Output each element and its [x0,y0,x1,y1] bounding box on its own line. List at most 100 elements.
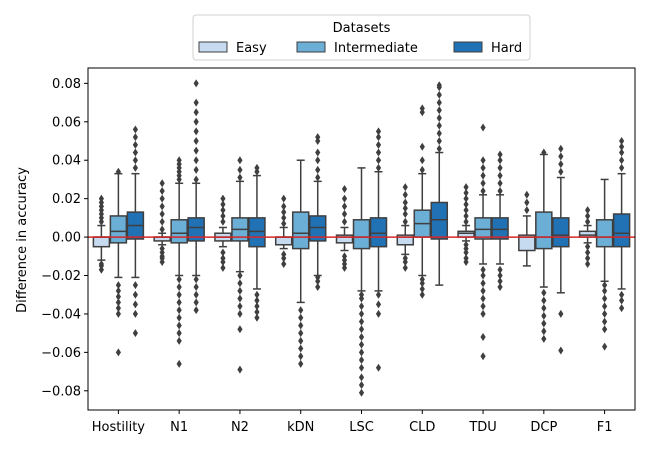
outlier-point [541,296,547,305]
outlier-point [115,348,121,357]
outlier-point [541,304,547,313]
outlier-point [237,365,243,374]
outlier-point [176,306,182,315]
outlier-point [281,259,287,268]
box-hard-lsc [369,127,388,372]
legend-swatch [198,41,228,53]
outlier-point [585,211,591,220]
outlier-point [132,156,138,165]
outlier-point [281,213,287,222]
legend-frame [192,14,531,61]
outlier-point [315,165,321,174]
outlier-point [480,186,486,195]
outlier-point [358,340,365,349]
outlier-point [463,206,469,215]
outlier-point [159,225,165,234]
outlier-point [254,296,260,305]
outlier-point [341,217,348,226]
outlier-point [237,309,243,318]
outlier-point [237,165,243,174]
outlier-point [315,273,321,282]
outlier-point [341,252,348,261]
box-hard-hostility [126,125,145,338]
outlier-point [541,311,547,320]
outlier-point [315,148,321,157]
outlier-point [176,329,182,338]
outlier-point [541,288,547,297]
outlier-point [341,194,348,203]
box-intermediate-n2 [231,156,249,374]
legend-entry-easy: Easy [198,41,267,56]
legend-label: Intermediate [334,41,418,56]
outlier-point [375,140,382,149]
box-intermediate-lsc [352,167,371,397]
box-intermediate-cld [413,104,432,299]
box-intermediate-f1 [595,178,614,351]
outlier-point [585,259,591,268]
y-tick-label: 0.00 [52,231,81,246]
box-easy-n1 [153,179,171,267]
box-easy-hostility [92,194,111,274]
outlier-point [375,290,382,299]
box-iqr [274,236,293,246]
outlier-point [436,98,442,107]
outlier-point [558,152,564,161]
category-group-dcp [518,144,570,355]
outlier-point [436,81,442,90]
outlier-point [436,106,442,115]
box-hard-dcp [552,144,570,355]
outlier-point [619,296,625,305]
outlier-point [541,334,547,343]
outlier-point [436,144,442,153]
outlier-point [298,344,304,353]
outlier-point [281,250,287,259]
outlier-point [585,217,591,226]
box-easy-kdn [274,194,293,268]
box-iqr [474,217,492,240]
box-hard-tdu [491,150,509,292]
outlier-point [341,210,348,219]
box-intermediate-tdu [474,123,492,361]
outlier-point [281,202,287,211]
legend-entry-intermediate: Intermediate [296,41,418,56]
outlier-point [220,254,226,263]
outlier-point [480,171,486,180]
outlier-point [98,194,104,203]
outlier-point [358,325,365,334]
outlier-point [402,183,408,192]
outlier-point [220,194,226,203]
category-group-n1 [153,79,205,368]
outlier-point [480,332,486,341]
outlier-point [619,163,625,172]
outlier-point [497,283,503,292]
outlier-point [436,90,442,99]
outlier-point [480,163,486,172]
outlier-point [463,194,469,203]
outlier-point [159,179,165,188]
y-tick-label: −0.06 [41,346,81,361]
outlier-point [358,363,365,372]
outlier-point [541,148,547,157]
outlier-point [375,127,382,136]
legend-swatch [296,41,326,53]
box-iqr [352,219,371,250]
legend-title: Datasets [333,21,391,36]
outlier-point [497,277,503,286]
box-iqr [396,234,415,246]
outlier-point [281,219,287,228]
box-intermediate-kdn [291,159,310,368]
outlier-point [115,292,121,301]
box-intermediate-hostility [109,167,128,357]
outlier-point [193,175,199,184]
outlier-point [298,329,304,338]
outlier-point [375,363,382,372]
outlier-point [358,317,365,326]
outlier-point [585,242,591,251]
outlier-point [402,190,408,199]
outlier-point [497,186,503,195]
box-iqr [170,219,188,244]
outlier-point [375,309,382,318]
box-iqr [369,217,388,248]
outlier-point [220,200,226,209]
category-group-lsc [335,127,388,397]
